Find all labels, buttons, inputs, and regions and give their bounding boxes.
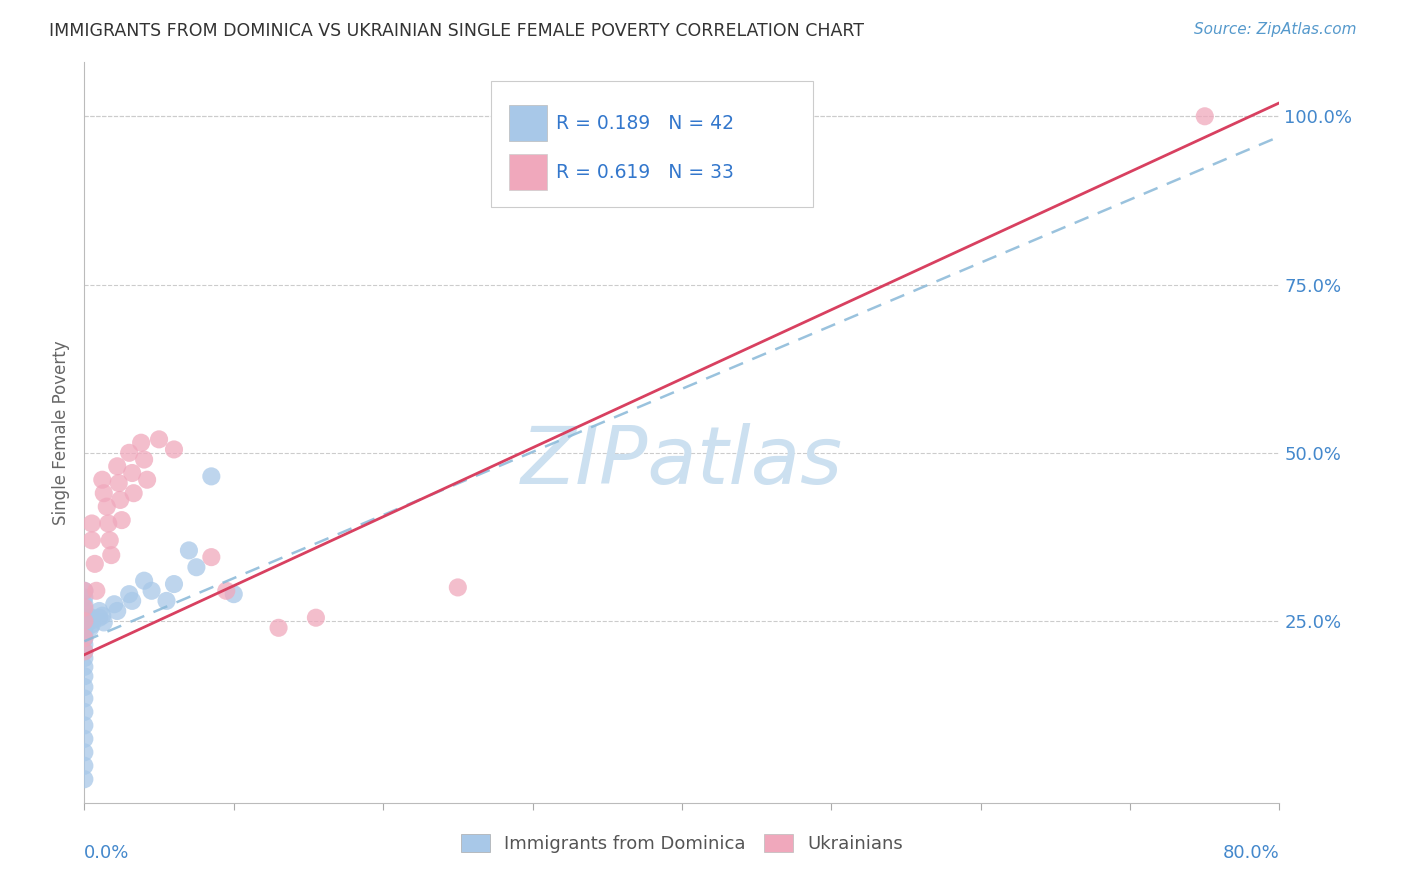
Point [73, 660, 96, 674]
Point [100, 548, 122, 562]
Point [107, 476, 129, 491]
Point [73, 600, 96, 615]
Point [73, 745, 96, 759]
Point [79, 614, 101, 628]
Point [73, 597, 96, 611]
Point [73, 615, 96, 630]
Point [111, 513, 134, 527]
Point [73, 680, 96, 694]
Y-axis label: Single Female Poverty: Single Female Poverty [52, 341, 70, 524]
Text: 80.0%: 80.0% [1223, 844, 1279, 862]
Point [121, 594, 143, 608]
Point [215, 583, 238, 598]
Point [136, 473, 159, 487]
Point [267, 621, 290, 635]
Point [96, 500, 118, 514]
Point [148, 433, 170, 447]
Point [222, 587, 245, 601]
Legend: Immigrants from Dominica, Ukrainians: Immigrants from Dominica, Ukrainians [454, 827, 910, 861]
Point [118, 446, 141, 460]
Point [1194, 109, 1216, 123]
Point [91, 473, 114, 487]
Point [73, 731, 96, 746]
Point [121, 466, 143, 480]
Point [73, 626, 96, 640]
Point [73, 631, 96, 645]
Point [200, 469, 222, 483]
Point [132, 452, 156, 467]
Text: R = 0.189   N = 42: R = 0.189 N = 42 [557, 113, 734, 133]
Text: IMMIGRANTS FROM DOMINICA VS UKRAINIAN SINGLE FEMALE POVERTY CORRELATION CHART: IMMIGRANTS FROM DOMINICA VS UKRAINIAN SI… [49, 22, 865, 40]
Text: 0.0%: 0.0% [84, 844, 129, 862]
Text: ZIPatlas: ZIPatlas [520, 423, 844, 501]
Point [73, 611, 96, 625]
Point [89, 611, 111, 625]
Text: R = 0.619   N = 33: R = 0.619 N = 33 [557, 162, 734, 181]
Point [73, 691, 96, 706]
FancyBboxPatch shape [491, 81, 814, 207]
Point [80, 617, 103, 632]
Point [80, 611, 103, 625]
Point [89, 604, 111, 618]
FancyBboxPatch shape [509, 154, 547, 190]
Point [122, 486, 145, 500]
Point [132, 574, 156, 588]
Point [80, 516, 103, 531]
FancyBboxPatch shape [509, 105, 547, 141]
Point [105, 459, 128, 474]
Point [447, 581, 470, 595]
Point [155, 594, 177, 608]
Point [305, 611, 328, 625]
Point [110, 492, 132, 507]
Point [73, 583, 96, 598]
Point [73, 604, 96, 618]
Point [79, 621, 101, 635]
Point [163, 442, 186, 457]
Point [73, 614, 96, 628]
Point [73, 651, 96, 665]
Point [73, 644, 96, 658]
Point [91, 608, 114, 623]
Point [98, 533, 121, 548]
Point [83, 557, 105, 571]
Point [163, 577, 186, 591]
Point [73, 718, 96, 732]
Point [200, 550, 222, 565]
Point [93, 615, 115, 630]
Point [73, 644, 96, 658]
Point [118, 587, 141, 601]
Point [80, 533, 103, 548]
Point [105, 604, 128, 618]
Point [73, 758, 96, 772]
Point [103, 597, 125, 611]
Point [186, 560, 208, 574]
Point [93, 486, 115, 500]
Point [73, 669, 96, 683]
Point [177, 543, 200, 558]
Point [73, 705, 96, 719]
Point [73, 621, 96, 635]
Point [73, 591, 96, 605]
Point [86, 583, 108, 598]
Point [141, 583, 163, 598]
Point [73, 638, 96, 652]
Text: Source: ZipAtlas.com: Source: ZipAtlas.com [1194, 22, 1357, 37]
Point [97, 516, 120, 531]
Point [129, 435, 152, 450]
Point [73, 632, 96, 646]
Point [73, 583, 96, 598]
Point [73, 772, 96, 787]
